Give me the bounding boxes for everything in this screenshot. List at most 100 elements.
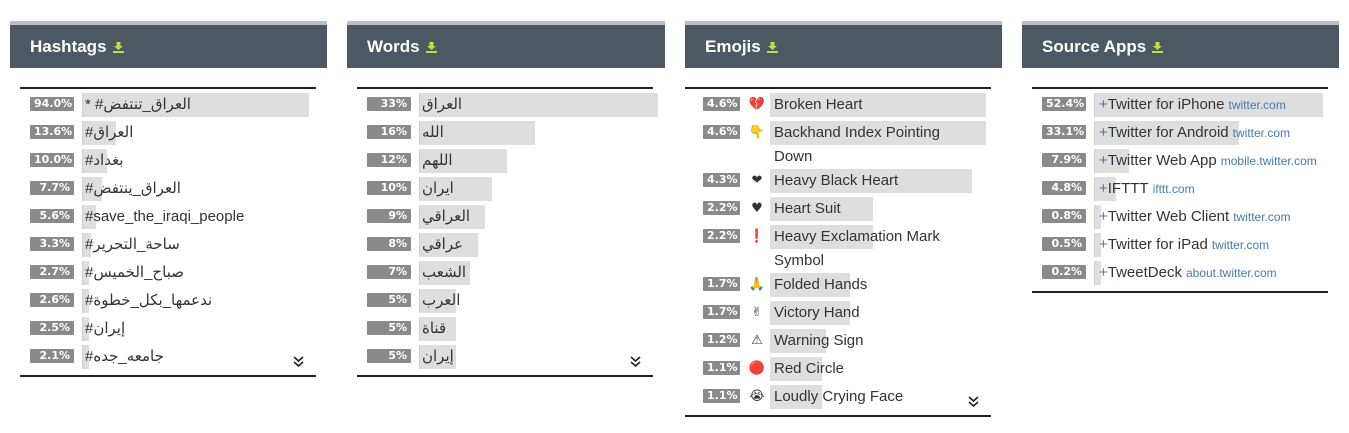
- add-filter-button[interactable]: +: [1099, 236, 1108, 253]
- emoji-item[interactable]: 1.7% ✌ Victory Hand: [685, 301, 991, 329]
- hashtag-item[interactable]: 3.3% ساحة_التحرير#: [20, 233, 316, 261]
- percent-badge: 16%: [367, 125, 411, 139]
- emoji-item[interactable]: 1.1% 🔴 Red Circle: [685, 357, 991, 385]
- percent-badge: 13.6%: [30, 125, 74, 139]
- source-app-item[interactable]: 4.8% +IFTTT ifttt.com: [1032, 177, 1328, 205]
- emoji-label[interactable]: Folded Hands: [774, 276, 868, 293]
- add-filter-button[interactable]: +: [1099, 152, 1108, 169]
- item-label[interactable]: ندعمها_بكل_خطوة#: [85, 292, 213, 309]
- app-domain-link[interactable]: twitter.com: [1211, 238, 1270, 252]
- download-icon[interactable]: [766, 38, 778, 58]
- source-app-item[interactable]: 0.2% +TweetDeck about.twitter.com: [1032, 261, 1328, 289]
- source-app-label: +Twitter for Android twitter.com: [1095, 124, 1290, 141]
- app-domain-link[interactable]: twitter.com: [1232, 126, 1291, 140]
- add-filter-button[interactable]: +: [1099, 124, 1108, 141]
- hashtag-item[interactable]: 13.6% العراق#: [20, 121, 316, 149]
- source-app-item[interactable]: 7.9% +Twitter Web App mobile.twitter.com: [1032, 149, 1328, 177]
- hashtag-item[interactable]: 5.6% #save_the_iraqi_people: [20, 205, 316, 233]
- hashtag-item[interactable]: 2.5% إيران#: [20, 317, 316, 345]
- download-icon[interactable]: [1152, 38, 1164, 58]
- item-label[interactable]: العرب: [422, 292, 461, 309]
- item-label[interactable]: اللهم: [422, 152, 453, 169]
- item-label[interactable]: العراق_ينتفض#: [85, 180, 181, 197]
- emoji-item[interactable]: 2.2% ♥ Heart Suit: [685, 197, 991, 225]
- double-chevron-down-icon[interactable]: [968, 396, 979, 409]
- app-domain-link[interactable]: about.twitter.com: [1185, 266, 1277, 280]
- word-item[interactable]: 16% الله: [357, 121, 653, 149]
- source-app-item[interactable]: 0.5% +Twitter for iPad twitter.com: [1032, 233, 1328, 261]
- hashtag-item[interactable]: 2.1% جامعه_جده#: [20, 345, 316, 373]
- word-item[interactable]: 8% عراقي: [357, 233, 653, 261]
- emoji-label[interactable]: Loudly Crying Face: [774, 388, 904, 405]
- app-domain-link[interactable]: mobile.twitter.com: [1220, 154, 1317, 168]
- emoji-item[interactable]: 4.6% 💔 Broken Heart: [685, 93, 991, 121]
- emoji-item[interactable]: 4.3% ❤ Heavy Black Heart: [685, 169, 991, 197]
- app-domain-link[interactable]: twitter.com: [1228, 98, 1286, 112]
- add-filter-button[interactable]: +: [1099, 96, 1108, 113]
- emoji-item[interactable]: 1.1% 😭 Loudly Crying Face: [685, 385, 991, 413]
- source-apps-title: Source Apps: [1042, 36, 1147, 56]
- item-label[interactable]: إيران: [422, 348, 454, 365]
- item-label[interactable]: عراقي: [422, 236, 464, 253]
- word-item[interactable]: 7% الشعب: [357, 261, 653, 289]
- item-label[interactable]: الله: [422, 124, 444, 141]
- item-label[interactable]: العراق_تنتفض# *: [85, 96, 191, 113]
- add-filter-button[interactable]: +: [1099, 208, 1108, 225]
- double-chevron-down-icon[interactable]: [630, 356, 641, 369]
- emoji-item[interactable]: 1.2% ⚠ Warning Sign: [685, 329, 991, 357]
- emoji-item[interactable]: 1.7% 🙏 Folded Hands: [685, 273, 991, 301]
- source-app-item[interactable]: 33.1% +Twitter for Android twitter.com: [1032, 121, 1328, 149]
- app-name[interactable]: TweetDeck: [1107, 264, 1182, 281]
- hashtag-item[interactable]: 2.6% ندعمها_بكل_خطوة#: [20, 289, 316, 317]
- app-name[interactable]: Twitter for iPhone: [1107, 96, 1225, 113]
- item-label[interactable]: صباح_الخميس#: [85, 264, 184, 281]
- item-label[interactable]: قناة: [422, 320, 447, 337]
- emoji-label[interactable]: Heavy Exclamation Mark Symbol: [774, 228, 940, 269]
- item-label[interactable]: الشعب: [422, 264, 467, 281]
- emoji-label[interactable]: Heavy Black Heart: [774, 172, 899, 189]
- emoji-item[interactable]: 2.2% ❗ Heavy Exclamation Mark Symbol: [685, 225, 991, 273]
- item-label[interactable]: العراق: [422, 96, 463, 113]
- item-label[interactable]: العراق#: [85, 124, 134, 141]
- word-item[interactable]: 5% إيران: [357, 345, 653, 373]
- emoji-label[interactable]: Backhand Index Pointing Down: [774, 124, 940, 165]
- emoji-label[interactable]: Heart Suit: [774, 200, 841, 217]
- hashtag-item[interactable]: 2.7% صباح_الخميس#: [20, 261, 316, 289]
- word-item[interactable]: 5% العرب: [357, 289, 653, 317]
- app-name[interactable]: Twitter Web App: [1107, 152, 1217, 169]
- hashtag-item[interactable]: 10.0% بغداد#: [20, 149, 316, 177]
- app-name[interactable]: IFTTT: [1107, 180, 1149, 197]
- download-icon[interactable]: [425, 38, 437, 58]
- emoji-label[interactable]: Red Circle: [774, 360, 845, 377]
- emoji-label[interactable]: Victory Hand: [774, 304, 860, 321]
- app-domain-link[interactable]: twitter.com: [1233, 210, 1291, 224]
- item-label[interactable]: #save_the_iraqi_people: [85, 208, 245, 225]
- hashtag-item[interactable]: 94.0% العراق_تنتفض# *: [20, 93, 316, 121]
- emoji-label[interactable]: Broken Heart: [774, 96, 863, 113]
- word-item[interactable]: 9% العراقي: [357, 205, 653, 233]
- app-name[interactable]: Twitter for iPad: [1107, 236, 1208, 253]
- item-label[interactable]: العراقي: [422, 208, 471, 225]
- emoji-label[interactable]: Warning Sign: [774, 332, 864, 349]
- app-domain-link[interactable]: ifttt.com: [1152, 182, 1195, 196]
- word-item[interactable]: 12% اللهم: [357, 149, 653, 177]
- add-filter-button[interactable]: +: [1099, 264, 1108, 281]
- item-label[interactable]: بغداد#: [85, 152, 124, 169]
- word-item[interactable]: 33% العراق: [357, 93, 658, 121]
- item-label[interactable]: إيران#: [85, 320, 126, 337]
- double-chevron-down-icon[interactable]: [293, 356, 304, 369]
- app-name[interactable]: Twitter Web Client: [1107, 208, 1230, 225]
- word-item[interactable]: 10% ايران: [357, 177, 653, 205]
- hashtag-item[interactable]: 7.7% العراق_ينتفض#: [20, 177, 316, 205]
- word-item[interactable]: 5% قناة: [357, 317, 653, 345]
- item-label[interactable]: ايران: [422, 180, 454, 197]
- source-app-item[interactable]: 52.4% +Twitter for iPhone twitter.com: [1032, 93, 1328, 121]
- frequency-bar: [83, 233, 91, 257]
- download-icon[interactable]: [112, 38, 124, 58]
- app-name[interactable]: Twitter for Android: [1107, 124, 1229, 141]
- item-label[interactable]: جامعه_جده#: [85, 348, 164, 365]
- item-label[interactable]: ساحة_التحرير#: [85, 236, 180, 253]
- add-filter-button[interactable]: +: [1099, 180, 1108, 197]
- emoji-item[interactable]: 4.6% 👇 Backhand Index Pointing Down: [685, 121, 991, 169]
- source-app-item[interactable]: 0.8% +Twitter Web Client twitter.com: [1032, 205, 1328, 233]
